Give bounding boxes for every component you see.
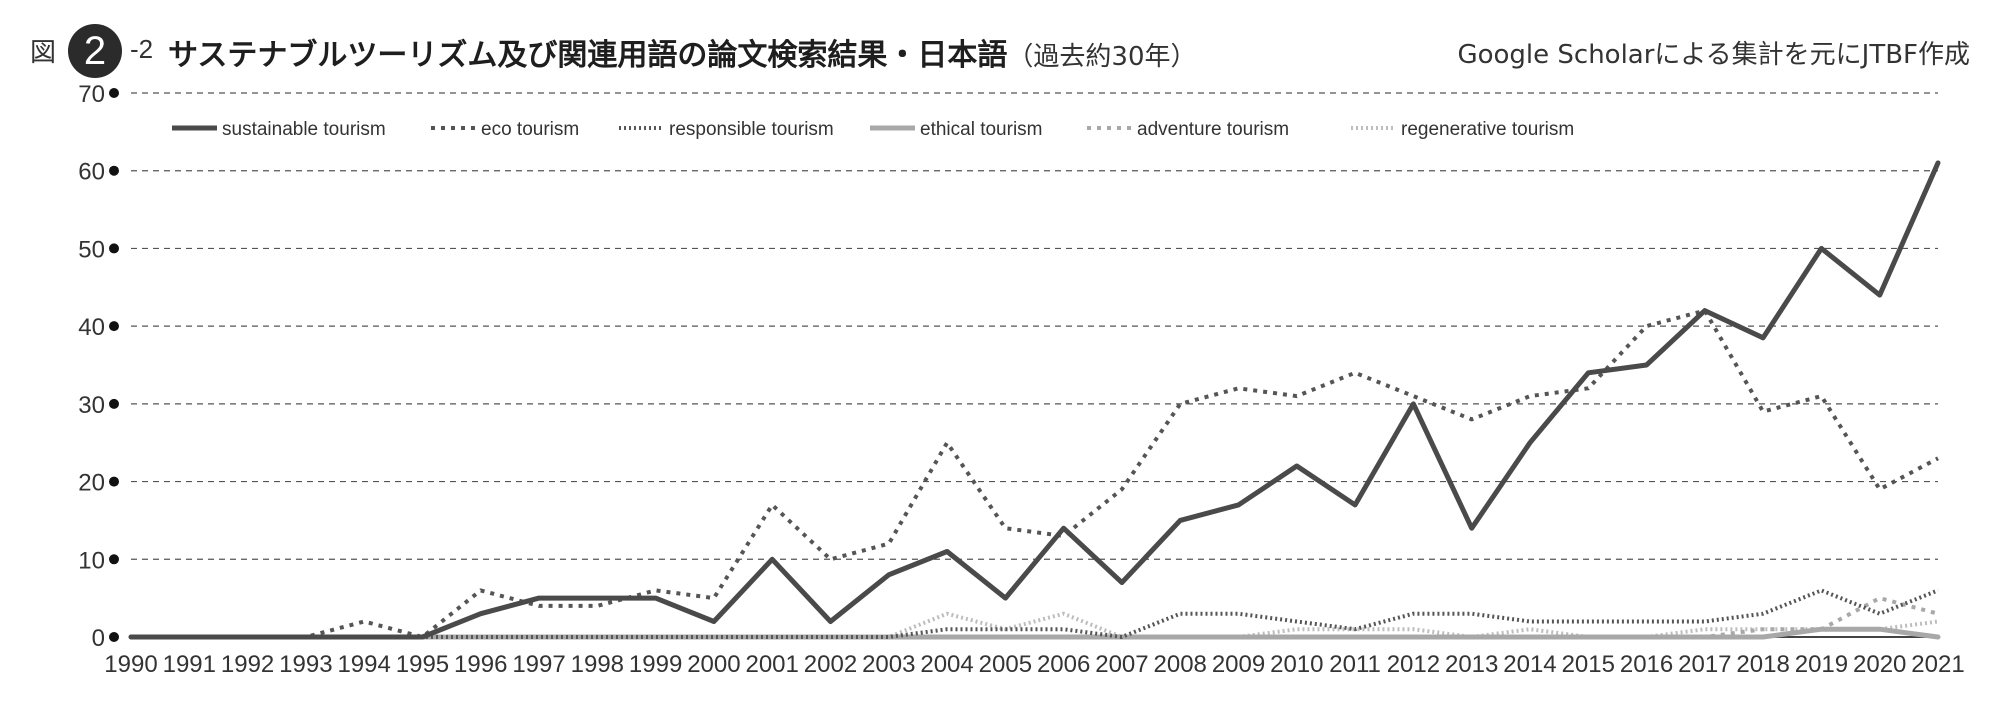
chart-title-sub: （過去約30年） (1007, 42, 1197, 72)
x-tick-label-1999: 1999 (629, 651, 682, 678)
legend-label-sustainable-tourism: sustainable tourism (222, 119, 386, 140)
figure-number-badge: 2 (68, 24, 122, 78)
y-tick-label-60: 60 (78, 159, 105, 186)
x-tick-label-1994: 1994 (337, 651, 390, 678)
series-line-regenerative-tourism (131, 611, 1939, 639)
x-tick-label-1991: 1991 (163, 651, 216, 678)
x-tick-label-2004: 2004 (920, 651, 973, 678)
y-tick-dot-70 (109, 88, 119, 98)
y-tick-dot-20 (109, 476, 119, 487)
x-tick-label-2008: 2008 (1154, 651, 1207, 678)
series-line-sustainable-tourism (128, 160, 1941, 640)
y-tick-dot-10 (109, 554, 119, 565)
x-tick-label-2006: 2006 (1037, 651, 1090, 678)
legend-label-eco-tourism: eco tourism (481, 119, 579, 140)
x-tick-label-2015: 2015 (1562, 651, 1615, 678)
x-tick-label-2002: 2002 (804, 651, 857, 678)
x-tick-label-1998: 1998 (571, 651, 624, 678)
legend-label-regenerative-tourism: regenerative tourism (1401, 119, 1574, 140)
legend-label-responsible-tourism: responsible tourism (669, 119, 834, 140)
x-tick-label-1992: 1992 (221, 651, 274, 678)
series-line-eco-tourism (131, 308, 1939, 639)
legend-label-adventure-tourism: adventure tourism (1137, 119, 1289, 140)
x-tick-label-2018: 2018 (1736, 651, 1789, 678)
x-tick-label-2020: 2020 (1853, 651, 1906, 678)
y-tick-label-20: 20 (78, 470, 105, 497)
y-tick-label-70: 70 (78, 81, 105, 108)
figure-prefix: 図 (30, 38, 57, 68)
y-tick-dot-30 (109, 398, 119, 409)
x-tick-label-2010: 2010 (1270, 651, 1323, 678)
y-tick-label-30: 30 (78, 392, 105, 419)
y-tick-dot-50 (109, 243, 119, 254)
chart-title: サステナブルツーリズム及び関連用語の論文検索結果・日本語（過去約30年） (168, 30, 1197, 74)
x-tick-label-2009: 2009 (1212, 651, 1265, 678)
y-tick-dot-40 (109, 321, 119, 332)
y-tick-label-50: 50 (78, 236, 105, 263)
x-tick-label-2017: 2017 (1678, 651, 1731, 678)
y-tick-label-0: 0 (92, 625, 105, 652)
x-tick-label-1993: 1993 (279, 651, 332, 678)
x-tick-label-2000: 2000 (687, 651, 740, 678)
chart-title-main: サステナブルツーリズム及び関連用語の論文検索結果・日本語 (168, 38, 1008, 73)
chart-header: 図 2 -2 サステナブルツーリズム及び関連用語の論文検索結果・日本語（過去約3… (30, 22, 1970, 82)
x-tick-label-2012: 2012 (1387, 651, 1440, 678)
y-tick-dot-0 (109, 632, 119, 642)
chart-source: Google Scholarによる集計を元にJTBF作成 (1457, 40, 1970, 70)
x-tick-label-2016: 2016 (1620, 651, 1673, 678)
x-tick-label-2011: 2011 (1329, 651, 1381, 678)
y-tick-dot-60 (109, 165, 119, 176)
legend-label-ethical-tourism: ethical tourism (920, 119, 1043, 140)
figure-sub-number: -2 (130, 34, 154, 64)
x-tick-label-1997: 1997 (512, 651, 565, 678)
x-tick-label-2014: 2014 (1503, 651, 1556, 678)
x-tick-label-2007: 2007 (1095, 651, 1148, 678)
y-tick-label-40: 40 (78, 314, 105, 341)
x-tick-label-2019: 2019 (1795, 651, 1848, 678)
x-tick-label-2001: 2001 (745, 651, 798, 678)
x-tick-label-2005: 2005 (979, 651, 1032, 678)
series-line-adventure-tourism (131, 596, 1939, 639)
x-tick-label-1996: 1996 (454, 651, 507, 678)
x-tick-label-1990: 1990 (104, 651, 157, 678)
x-tick-label-2021: 2021 (1911, 651, 1964, 678)
x-tick-label-1995: 1995 (396, 651, 449, 678)
x-tick-label-2013: 2013 (1445, 651, 1498, 678)
series-line-responsible-tourism (131, 588, 1939, 639)
x-tick-label-2003: 2003 (862, 651, 915, 678)
y-tick-label-10: 10 (78, 547, 105, 574)
